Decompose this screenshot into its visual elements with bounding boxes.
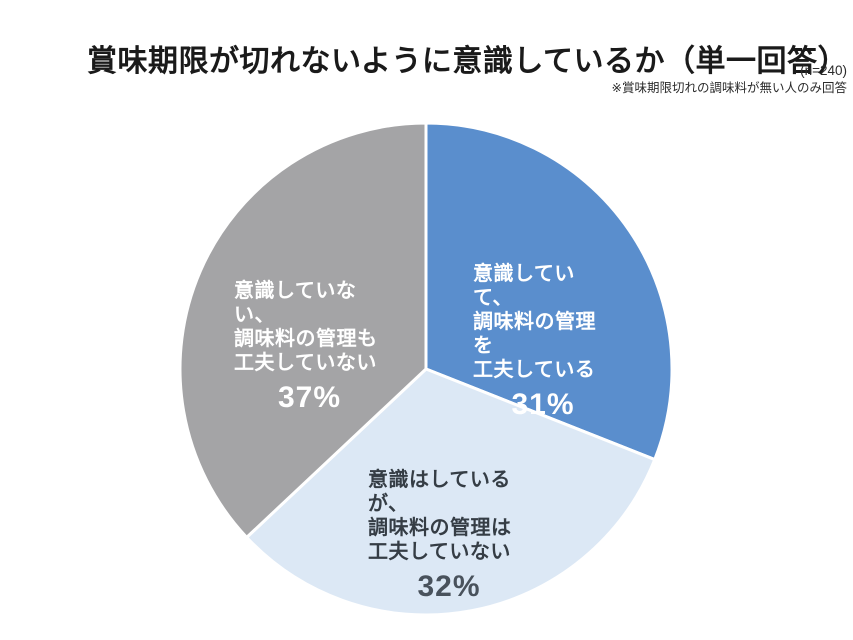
slice-label-text: 意識はしているが、 調味料の管理は 工夫していない	[368, 469, 512, 563]
slice-percent-value: 32%	[417, 570, 481, 603]
sample-size-label: (n=240)	[800, 63, 847, 78]
slice-percent-value: 31%	[511, 388, 575, 421]
slice-label-aware-unmanaged: 意識はしているが、 調味料の管理は 工夫していない 32%	[368, 444, 548, 629]
pie-slice-1	[245, 367, 657, 617]
slice-label-unaware-unmanaged: 意識していない、 調味料の管理も 工夫していない 37%	[234, 255, 394, 440]
slice-label-aware-managed: 意識していて、 調味料の管理を 工夫している 31%	[473, 238, 613, 447]
pie-chart	[178, 121, 674, 617]
condition-note: ※賞味期限切れの調味料が無い人のみ回答	[611, 80, 847, 95]
pie-slice-0	[424, 121, 674, 462]
chart-title: 賞味期限が切れないように意識しているか（単一回答）	[87, 45, 848, 79]
slice-percent-value: 37%	[277, 381, 342, 414]
annotation: (n=240) ※賞味期限切れの調味料が無い人のみ回答	[612, 62, 847, 96]
slice-label-text: 意識していて、 調味料の管理を 工夫している	[473, 263, 596, 381]
pie-slice-2	[178, 121, 428, 539]
slice-label-text: 意識していない、 調味料の管理も 工夫していない	[234, 280, 378, 374]
